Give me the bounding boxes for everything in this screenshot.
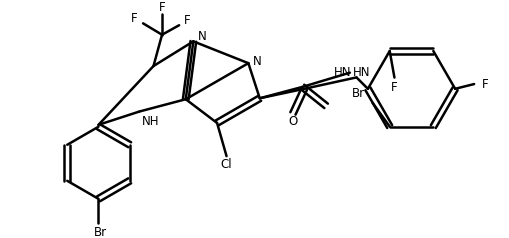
Text: F: F	[158, 1, 165, 14]
Text: F: F	[481, 78, 488, 90]
Text: Br: Br	[94, 226, 107, 238]
Text: F: F	[390, 80, 397, 94]
Text: N: N	[197, 30, 207, 43]
Text: F: F	[183, 14, 190, 27]
Text: Br: Br	[351, 87, 364, 100]
Text: Cl: Cl	[220, 158, 232, 171]
Text: N: N	[252, 55, 261, 68]
Text: O: O	[288, 114, 297, 128]
Text: NH: NH	[142, 114, 159, 128]
Text: F: F	[131, 12, 137, 25]
Text: HN: HN	[333, 66, 351, 79]
Text: HN: HN	[352, 66, 370, 79]
